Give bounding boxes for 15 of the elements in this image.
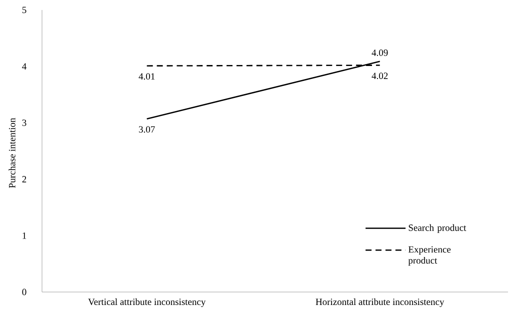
x-tick-label: Vertical attribute inconsistency (88, 298, 206, 308)
y-tick-label: 1 (22, 232, 26, 239)
data-label: 4.01 (138, 73, 155, 80)
legend-label: Experience product (408, 246, 451, 266)
data-label: 3.07 (138, 126, 155, 133)
data-label: 4.02 (372, 72, 388, 80)
y-tick-label: 2 (22, 176, 26, 182)
y-axis-title: Purchase intention (8, 118, 16, 188)
y-tick-label: 5 (22, 6, 26, 14)
y-tick-label: 3 (22, 120, 26, 126)
y-tick-label: 0 (22, 288, 26, 296)
x-tick-label: Horizontal attribute inconsistency (316, 298, 444, 308)
y-tick-label: 4 (22, 63, 26, 70)
data-label: 4.09 (372, 50, 388, 56)
legend-label: Search product (408, 224, 466, 233)
